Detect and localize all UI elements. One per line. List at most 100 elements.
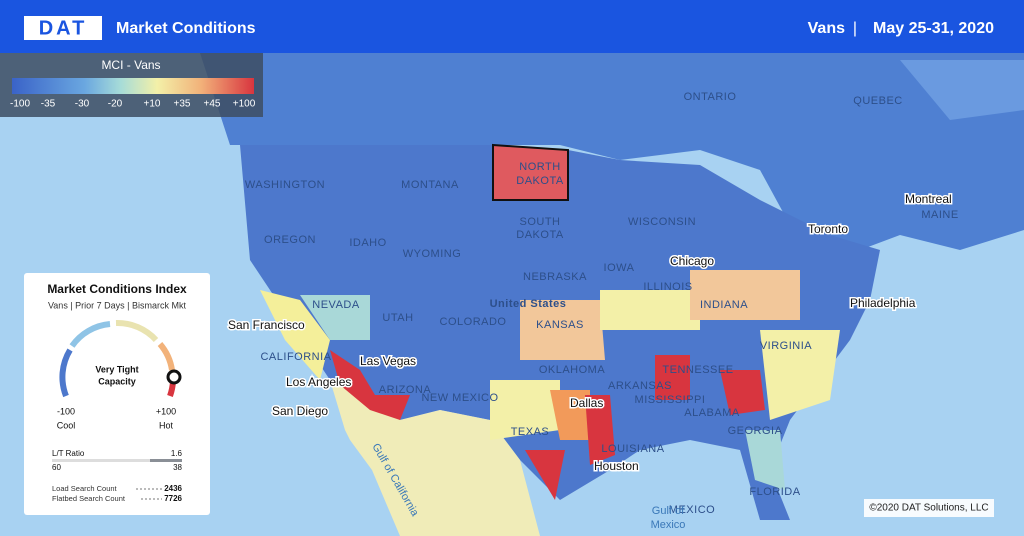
- land: [900, 60, 1024, 120]
- legend-tick-label: -35: [41, 99, 56, 110]
- region-label: NORTH: [519, 161, 560, 173]
- region-label: IDAHO: [349, 237, 386, 249]
- gauge-arc: [59, 348, 73, 398]
- city-label: San Francisco: [228, 318, 305, 332]
- region-label: WASHINGTON: [245, 179, 325, 191]
- region: [520, 300, 605, 360]
- logo: DAT: [39, 17, 88, 39]
- ratio-fill: [150, 459, 182, 462]
- region-label: GEORGIA: [728, 425, 783, 437]
- region-label: DAKOTA: [516, 175, 564, 187]
- city-label: Houston: [594, 459, 639, 473]
- region-label: QUEBEC: [853, 95, 902, 107]
- region-label: OKLAHOMA: [539, 364, 606, 376]
- flatbed-search: 7726: [164, 494, 182, 503]
- legend-tick-label: +45: [204, 99, 221, 110]
- region-label: NEVADA: [312, 299, 360, 311]
- city-label: Dallas: [570, 396, 603, 410]
- region-label: LOUISIANA: [601, 443, 664, 455]
- region-label: United States: [490, 298, 567, 310]
- city-label: Chicago: [670, 254, 714, 268]
- copyright-box: [864, 499, 994, 517]
- legend-tick-label: -100: [10, 99, 30, 110]
- region-label: CALIFORNIA: [260, 351, 331, 363]
- city-label: San Diego: [272, 404, 328, 418]
- panel-title: Market Conditions Index: [47, 282, 187, 296]
- legend-tick-label: +35: [174, 99, 191, 110]
- region-label: WYOMING: [403, 248, 462, 260]
- load-search-label: Load Search Count: [52, 484, 118, 493]
- legend-scale: [12, 78, 254, 94]
- region-label: ALABAMA: [684, 407, 740, 419]
- region-hot: [585, 395, 615, 465]
- equipment: Vans: [808, 20, 845, 37]
- region-hot: [525, 450, 565, 500]
- region: [260, 290, 330, 380]
- region: [490, 380, 560, 440]
- region-label: ARKANSAS: [608, 380, 672, 392]
- ratio-right: 38: [173, 463, 182, 472]
- logo-box: [24, 16, 102, 40]
- region-label: MEXICO: [669, 504, 715, 516]
- gauge-needle: [166, 369, 182, 385]
- region-label: NEW MEXICO: [421, 392, 498, 404]
- gauge-arc: [157, 342, 175, 371]
- region-label: IOWA: [604, 262, 635, 274]
- region-label: COLORADO: [440, 316, 507, 328]
- region-hot: [720, 370, 765, 415]
- header: [0, 0, 1024, 53]
- ratio-left: 60: [52, 463, 61, 472]
- hot-label: Hot: [159, 420, 174, 430]
- header-title: Market Conditions: [116, 20, 256, 37]
- region-label: WISCONSIN: [628, 216, 696, 228]
- region-label: UTAH: [382, 312, 413, 324]
- city-label: Philadelphia: [850, 296, 916, 310]
- separator: |: [853, 20, 857, 37]
- load-search: 2436: [164, 484, 182, 493]
- gauge-label: Very Tight: [95, 364, 138, 374]
- region-label: MONTANA: [401, 179, 459, 191]
- legend-tick-label: +100: [233, 99, 256, 110]
- legend-tick-label: -20: [108, 99, 123, 110]
- lt-ratio-label: L/T Ratio: [52, 449, 85, 458]
- legend-tick-label: +10: [144, 99, 161, 110]
- lt-ratio: 1.6: [171, 449, 183, 458]
- panel-subtitle: Vans | Prior 7 Days | Bismarck Mkt: [48, 300, 187, 310]
- region: [550, 390, 590, 440]
- region-label: DAKOTA: [516, 229, 564, 241]
- flatbed-search-label: Flatbed Search Count: [52, 494, 126, 503]
- gauge-arc: [69, 321, 111, 348]
- info-panel: [24, 273, 210, 515]
- map-labels: ONTARIO QUEBEC WASHINGTON MONTANA NORTH DAKOT…: [227, 91, 959, 531]
- region: [300, 295, 370, 340]
- ratio-bar: [52, 459, 182, 462]
- city-label: Las Vegas: [360, 354, 416, 368]
- land-canada: [200, 53, 1024, 250]
- legend-tick-label: -30: [75, 99, 90, 110]
- region-label: SOUTH: [520, 216, 561, 228]
- region-label: NEBRASKA: [523, 271, 587, 283]
- gulf: [350, 440, 400, 536]
- legend-title: MCI - Vans: [101, 58, 160, 72]
- region-label: MISSISSIPPI: [635, 394, 706, 406]
- region-label: INDIANA: [700, 299, 748, 311]
- region-label: ONTARIO: [684, 91, 737, 103]
- region: [745, 430, 785, 490]
- region-label: VIRGINIA: [760, 340, 812, 352]
- region-label: TEXAS: [511, 426, 550, 438]
- date-range: May 25-31, 2020: [873, 20, 994, 37]
- city-label: Montreal: [905, 192, 952, 206]
- gauge-min: -100: [57, 406, 75, 416]
- region: [690, 270, 800, 320]
- legend-ticks: -100 -35 -30 -20 +10 +35 +45 +100: [10, 99, 256, 110]
- region-hot: [330, 350, 410, 420]
- region-hot: [655, 355, 690, 400]
- water-label: Gulf of: [652, 505, 685, 517]
- water-label: Mexico: [651, 519, 686, 531]
- gauge-label: Capacity: [98, 376, 136, 386]
- gauge-arc: [115, 319, 159, 343]
- cool-label: Cool: [57, 420, 76, 430]
- gauge-max: +100: [156, 406, 176, 416]
